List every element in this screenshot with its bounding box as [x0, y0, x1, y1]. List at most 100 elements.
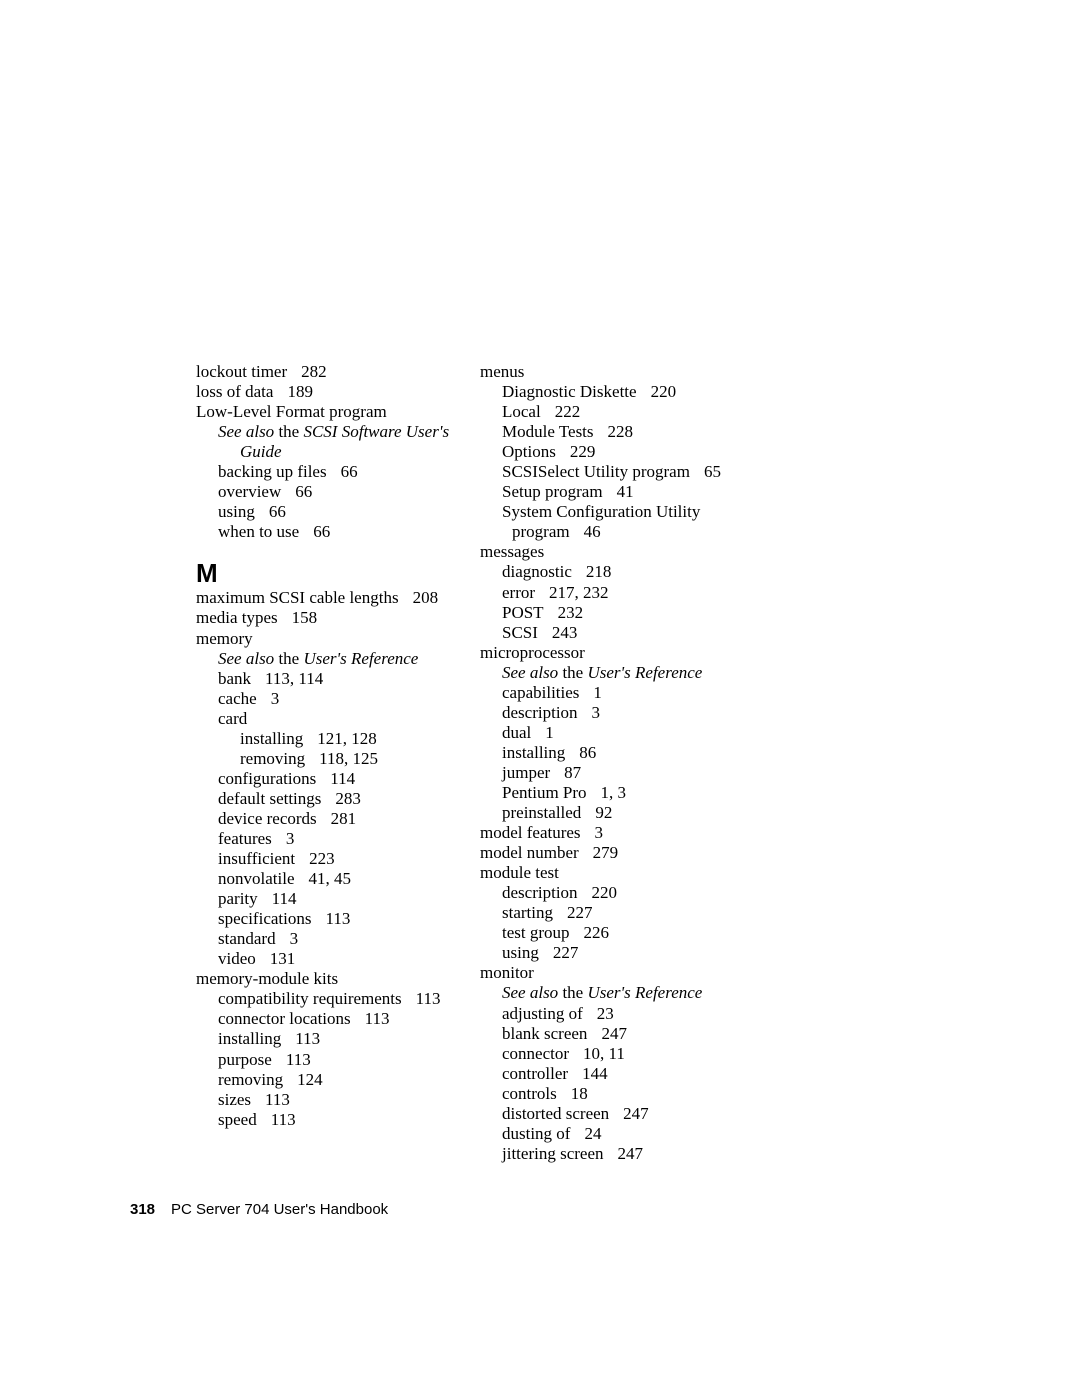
index-pages: 114 [272, 889, 297, 908]
index-term: default settings [218, 789, 321, 808]
index-term: configurations [218, 769, 316, 788]
index-term: lockout timer [196, 362, 287, 381]
index-term: controls [502, 1084, 557, 1103]
index-entry: jittering screen247 [480, 1144, 960, 1164]
index-pages: 66 [295, 482, 312, 501]
index-entry: cache3 [196, 689, 490, 709]
index-entry: starting227 [480, 903, 960, 923]
index-pages: 144 [582, 1064, 608, 1083]
index-pages: 229 [570, 442, 596, 461]
index-pages: 281 [331, 809, 357, 828]
index-entry: connector locations113 [196, 1009, 490, 1029]
index-term: microprocessor [480, 643, 585, 662]
index-entry: card [196, 709, 490, 729]
page-number: 318 [130, 1201, 155, 1218]
index-entry: using 66 [196, 502, 490, 522]
index-entry: messages [480, 542, 960, 562]
index-pages: 113 [325, 909, 350, 928]
index-pages: 66 [313, 522, 330, 541]
index-entry: Low-Level Format program [196, 402, 490, 422]
index-entry: loss of data189 [196, 382, 490, 402]
index-term: overview [218, 482, 281, 501]
index-entry: Options229 [480, 442, 960, 462]
index-entry: POST232 [480, 603, 960, 623]
index-entry: Local222 [480, 402, 960, 422]
index-entry: features3 [196, 829, 490, 849]
index-term: description [502, 883, 578, 902]
index-term: sizes [218, 1090, 251, 1109]
index-entry: installing86 [480, 743, 960, 763]
index-term: adjusting of [502, 1004, 583, 1023]
index-term: controller [502, 1064, 568, 1083]
index-entry: description220 [480, 883, 960, 903]
index-entry: video 131 [196, 949, 490, 969]
index-term: installing [240, 729, 303, 748]
index-pages: 41 [617, 482, 634, 501]
index-entry: distorted screen247 [480, 1104, 960, 1124]
index-entry: device records281 [196, 809, 490, 829]
index-term: removing [240, 749, 305, 768]
book-title: PC Server 704 User's Handbook [171, 1201, 388, 1218]
index-entry: dual1 [480, 723, 960, 743]
index-pages: 118, 125 [319, 749, 378, 768]
index-entry: removing124 [196, 1070, 490, 1090]
index-entry: jumper87 [480, 763, 960, 783]
index-term: installing [502, 743, 565, 762]
index-term: insufficient [218, 849, 295, 868]
index-term: dusting of [502, 1124, 570, 1143]
index-pages: 92 [595, 803, 612, 822]
index-term: Pentium Pro [502, 783, 587, 802]
index-entry: Setup program41 [480, 482, 960, 502]
index-pages: 223 [309, 849, 335, 868]
index-pages: 247 [618, 1144, 644, 1163]
index-entry: speed113 [196, 1110, 490, 1130]
index-entry: See also the User's Reference [480, 663, 960, 683]
index-pages: 1 [545, 723, 554, 742]
index-entry: memory-module kits [196, 969, 490, 989]
index-entry: microprocessor [480, 643, 960, 663]
index-pages: 1 [593, 683, 602, 702]
index-page: lockout timer282loss of data189Low-Level… [0, 0, 1080, 1397]
index-pages: 87 [564, 763, 581, 782]
index-pages: 113 [271, 1110, 296, 1129]
index-pages: 113, 114 [265, 669, 323, 688]
index-entry: overview 66 [196, 482, 490, 502]
index-entry: memory [196, 629, 490, 649]
index-entry: monitor [480, 963, 960, 983]
index-entry: using227 [480, 943, 960, 963]
index-pages: 24 [584, 1124, 601, 1143]
index-entry: See also the User's Reference [480, 983, 960, 1003]
index-term: distorted screen [502, 1104, 609, 1123]
index-term: menus [480, 362, 524, 381]
index-term: preinstalled [502, 803, 581, 822]
index-term: Diagnostic Diskette [502, 382, 637, 401]
index-entry: connector10, 11 [480, 1044, 960, 1064]
index-term: bank [218, 669, 251, 688]
index-pages: 220 [651, 382, 677, 401]
index-entry: model number279 [480, 843, 960, 863]
index-term: capabilities [502, 683, 579, 702]
index-pages: 113 [265, 1090, 290, 1109]
index-term: video [218, 949, 256, 968]
index-pages: 131 [270, 949, 296, 968]
index-pages: 283 [335, 789, 361, 808]
index-entry: installing113 [196, 1029, 490, 1049]
index-entry: purpose113 [196, 1050, 490, 1070]
index-term: test group [502, 923, 570, 942]
index-pages: 121, 128 [317, 729, 377, 748]
index-term: removing [218, 1070, 283, 1089]
index-entry: maximum SCSI cable lengths208 [196, 588, 490, 608]
index-entry: controls18 [480, 1084, 960, 1104]
index-entry: specifications113 [196, 909, 490, 929]
index-pages: 114 [330, 769, 355, 788]
index-pages: 66 [269, 502, 286, 521]
index-term: Module Tests [502, 422, 594, 441]
index-pages: 23 [597, 1004, 614, 1023]
index-entry: dusting of 24 [480, 1124, 960, 1144]
index-entry: error217, 232 [480, 583, 960, 603]
index-term: loss of data [196, 382, 273, 401]
index-term: SCSI [502, 623, 538, 642]
index-entry: SCSISelect Utility program65 [480, 462, 960, 482]
index-term: using [218, 502, 255, 521]
index-pages: 232 [558, 603, 584, 622]
